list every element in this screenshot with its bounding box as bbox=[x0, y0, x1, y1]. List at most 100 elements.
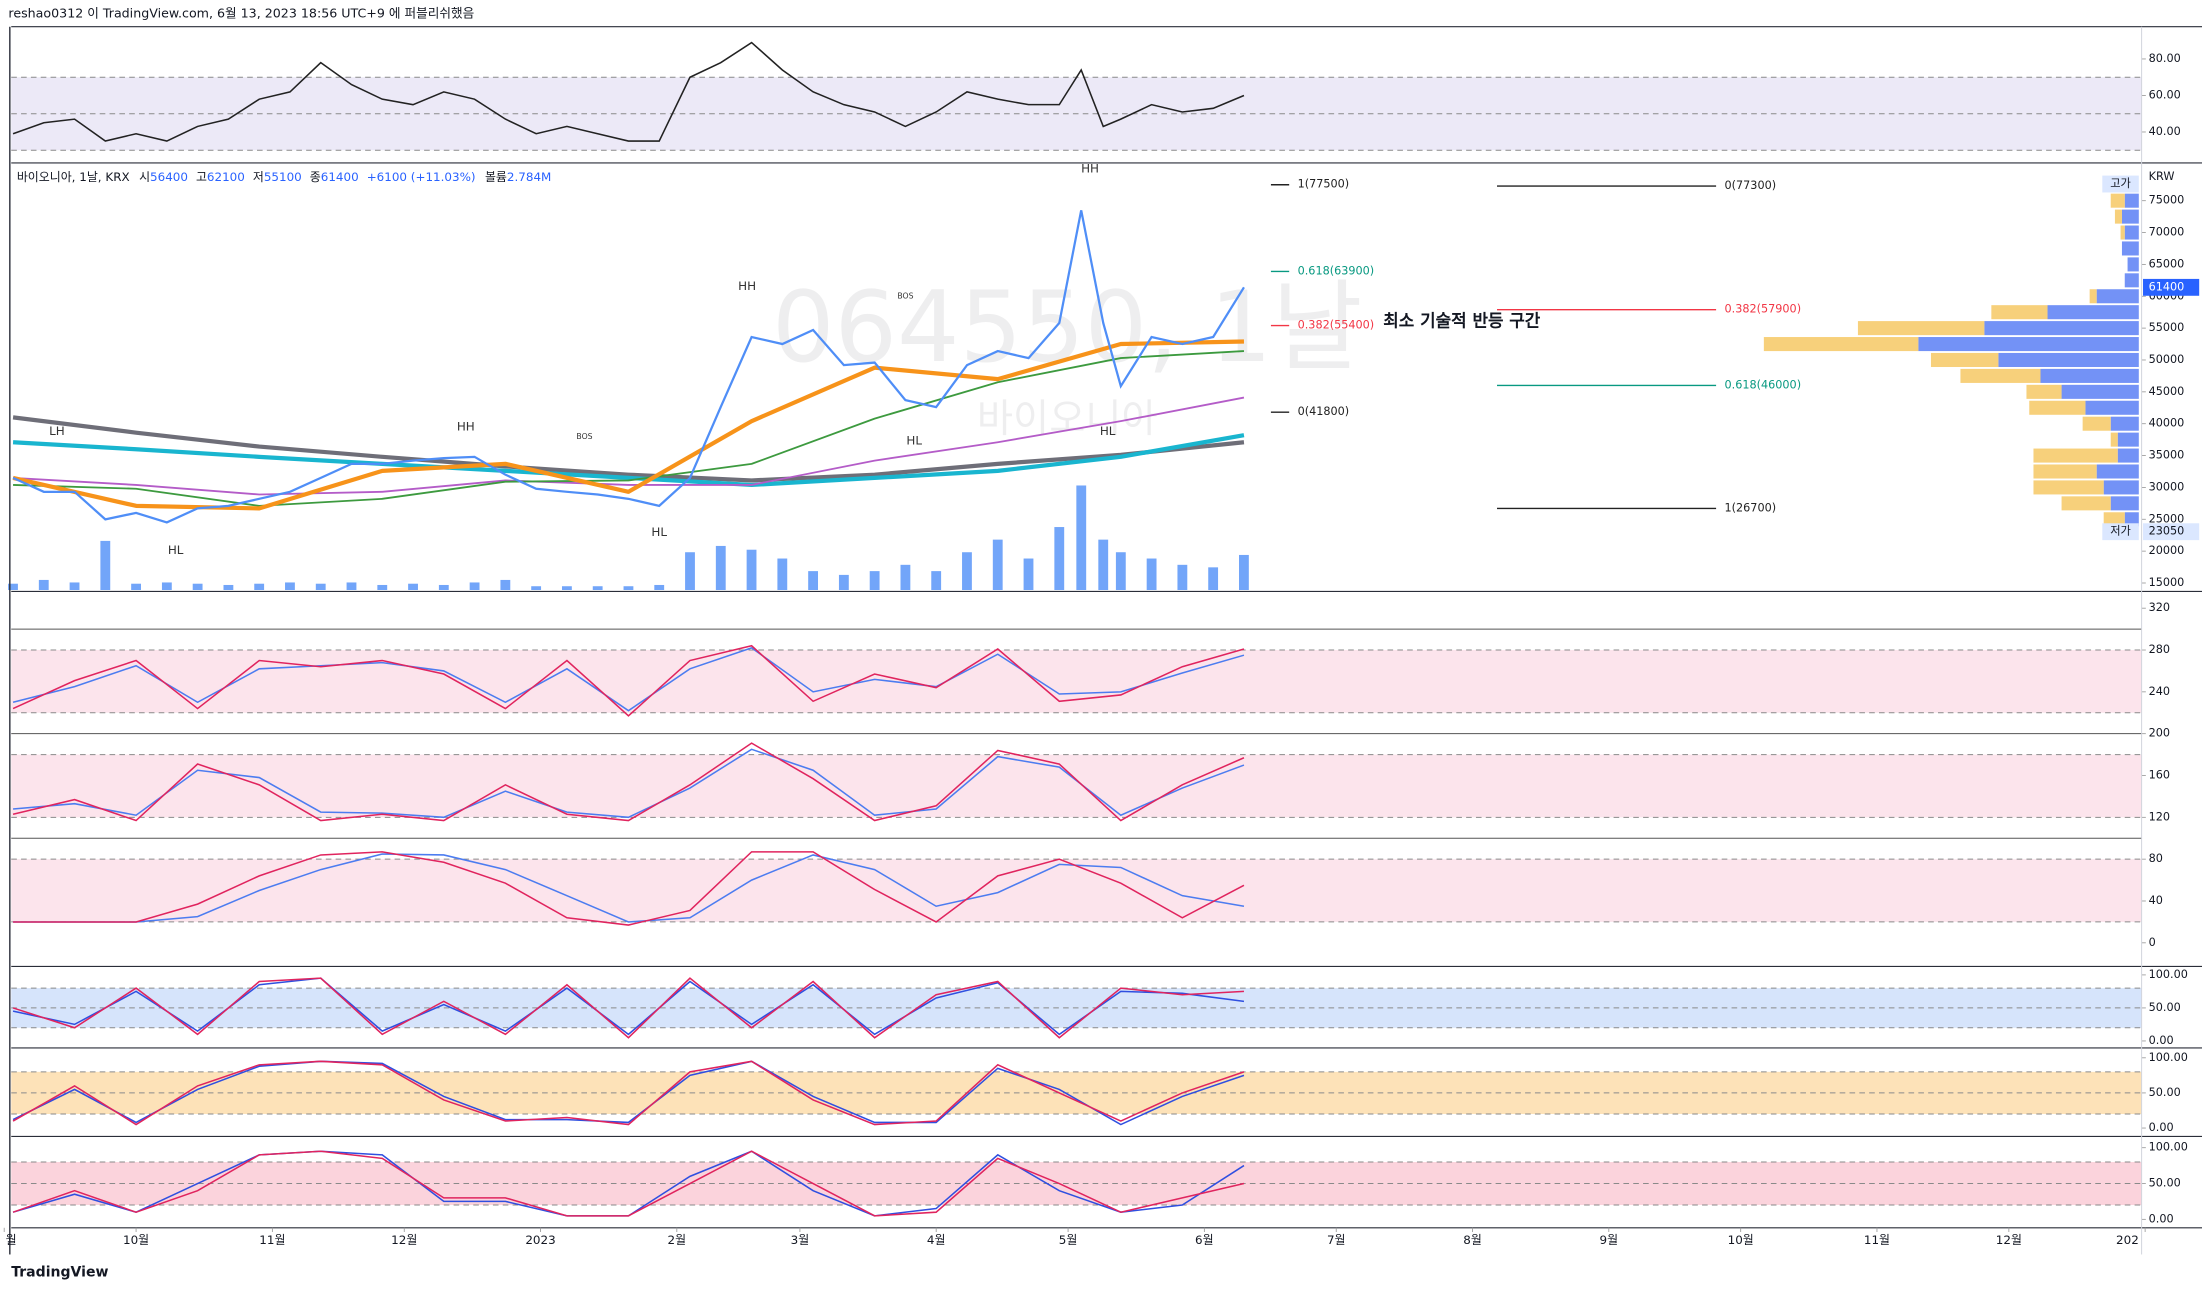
low-label-box bbox=[2102, 523, 2139, 541]
profile-down bbox=[2033, 464, 2097, 479]
profile-up bbox=[2124, 273, 2139, 288]
volume-bar bbox=[438, 584, 449, 591]
structure-label: HL bbox=[168, 543, 184, 557]
profile-down bbox=[2033, 448, 2118, 463]
y-tick-label: 55000 bbox=[2149, 321, 2185, 334]
profile-down bbox=[2089, 289, 2097, 304]
ohlc-label: 고 bbox=[196, 170, 207, 184]
y-tick-label: 35000 bbox=[2149, 449, 2185, 462]
y-tick-label: 50.00 bbox=[2149, 1001, 2181, 1014]
volume-bar bbox=[131, 583, 142, 591]
profile-up bbox=[2117, 448, 2139, 463]
volume-bar bbox=[469, 582, 480, 591]
y-tick-label: 50.00 bbox=[2149, 1086, 2181, 1099]
series-line bbox=[12, 1150, 1245, 1217]
profile-down bbox=[2110, 193, 2125, 208]
ohlc-value: 62100 bbox=[207, 170, 245, 184]
currency: KRW bbox=[2149, 170, 2175, 183]
legend-line: 바이오니아, 1날, KRX 시56400 고62100 저55100 종614… bbox=[17, 170, 551, 184]
volume-bar bbox=[654, 584, 665, 591]
y-tick-label: 45000 bbox=[2149, 385, 2185, 398]
volume-bar bbox=[1208, 567, 1219, 591]
volume-bar bbox=[531, 586, 542, 591]
fib-label: 1(77500) bbox=[1298, 178, 1350, 191]
low-value-label: 23050 bbox=[2149, 525, 2185, 538]
volume-bar bbox=[838, 574, 849, 591]
fib-label: 0(41800) bbox=[1298, 405, 1350, 418]
volume-bar bbox=[561, 586, 572, 591]
last-price-box bbox=[2143, 278, 2200, 296]
fib-label: 0.618(63900) bbox=[1298, 264, 1375, 277]
x-tick-label: 8월 bbox=[1463, 1233, 1482, 1247]
volume-bar bbox=[1076, 485, 1087, 591]
structure-label: HH bbox=[457, 419, 475, 433]
profile-down bbox=[2114, 209, 2122, 224]
volume-bar bbox=[8, 583, 18, 591]
volume-bar bbox=[223, 584, 234, 591]
y-tick-label: 80.00 bbox=[2149, 52, 2181, 65]
y-tick-label: 30000 bbox=[2149, 480, 2185, 493]
y-tick-label: 25000 bbox=[2149, 512, 2185, 525]
volume-bar bbox=[808, 571, 819, 591]
ohlc-value: 55100 bbox=[264, 170, 302, 184]
note: 최소 기술적 반등 구간 bbox=[1383, 311, 1541, 331]
series-line bbox=[13, 853, 1245, 923]
volume-bar bbox=[315, 583, 326, 591]
profile-down bbox=[2061, 496, 2111, 511]
ohlc-label: 시 bbox=[139, 170, 150, 184]
profile-down bbox=[1930, 352, 1999, 368]
x-tick-label: 월 bbox=[6, 1233, 17, 1247]
fib-label: 0.618(46000) bbox=[1725, 378, 1802, 391]
footer-bar bbox=[0, 1254, 2202, 1291]
profile-down bbox=[2110, 432, 2118, 447]
y-tick-label: 100.00 bbox=[2149, 968, 2188, 981]
structure-label: BOS bbox=[576, 432, 592, 441]
structure-label: HL bbox=[906, 433, 922, 447]
profile-down bbox=[2082, 416, 2111, 431]
moving-average bbox=[13, 396, 1245, 496]
y-tick-label: 100.00 bbox=[2149, 1141, 2188, 1154]
profile-up bbox=[1984, 321, 2139, 336]
profile-up bbox=[2124, 225, 2139, 240]
volume-bar bbox=[900, 564, 911, 591]
volume-bar bbox=[1115, 552, 1126, 591]
series-line bbox=[12, 742, 1245, 822]
y-tick-label: 40 bbox=[2149, 894, 2163, 907]
footer-logo: TradingView bbox=[11, 1265, 108, 1281]
volume-label: 볼륨 bbox=[485, 170, 507, 184]
volume-bar bbox=[192, 583, 203, 591]
volume-bar bbox=[38, 579, 49, 591]
y-tick-label: 65000 bbox=[2149, 257, 2185, 270]
series-line bbox=[12, 41, 1245, 142]
series-line bbox=[12, 1060, 1245, 1126]
volume-bar bbox=[408, 583, 418, 591]
series-line bbox=[12, 977, 1245, 1039]
structure-label: BOS bbox=[897, 291, 913, 300]
moving-average bbox=[13, 350, 1245, 507]
volume-bar bbox=[1023, 558, 1034, 591]
low-label: 저가 bbox=[2110, 525, 2131, 538]
profile-up bbox=[2096, 289, 2139, 304]
moving-average bbox=[12, 433, 1245, 488]
low-box bbox=[2143, 523, 2200, 541]
volume-bar bbox=[962, 552, 972, 591]
y-tick-label: 70000 bbox=[2149, 226, 2185, 239]
profile-down bbox=[2120, 225, 2125, 240]
volume-bar bbox=[69, 582, 80, 591]
profile-up bbox=[2061, 384, 2139, 399]
structure-label: HL bbox=[1100, 424, 1116, 438]
symbol: 바이오니아, 1날, KRX bbox=[17, 170, 130, 184]
profile-up bbox=[2124, 193, 2139, 208]
series-line bbox=[12, 977, 1245, 1036]
profile-up bbox=[2047, 305, 2139, 320]
volume-bar bbox=[1098, 539, 1109, 591]
y-tick-label: 100.00 bbox=[2149, 1051, 2188, 1064]
profile-up bbox=[2096, 464, 2139, 479]
profile-down bbox=[2029, 400, 2086, 415]
change: +6100 (+11.03%) bbox=[367, 170, 476, 184]
band bbox=[11, 859, 2142, 922]
x-tick-label: 11월 bbox=[1864, 1233, 1890, 1247]
ohlc-value: 61400 bbox=[321, 170, 359, 184]
